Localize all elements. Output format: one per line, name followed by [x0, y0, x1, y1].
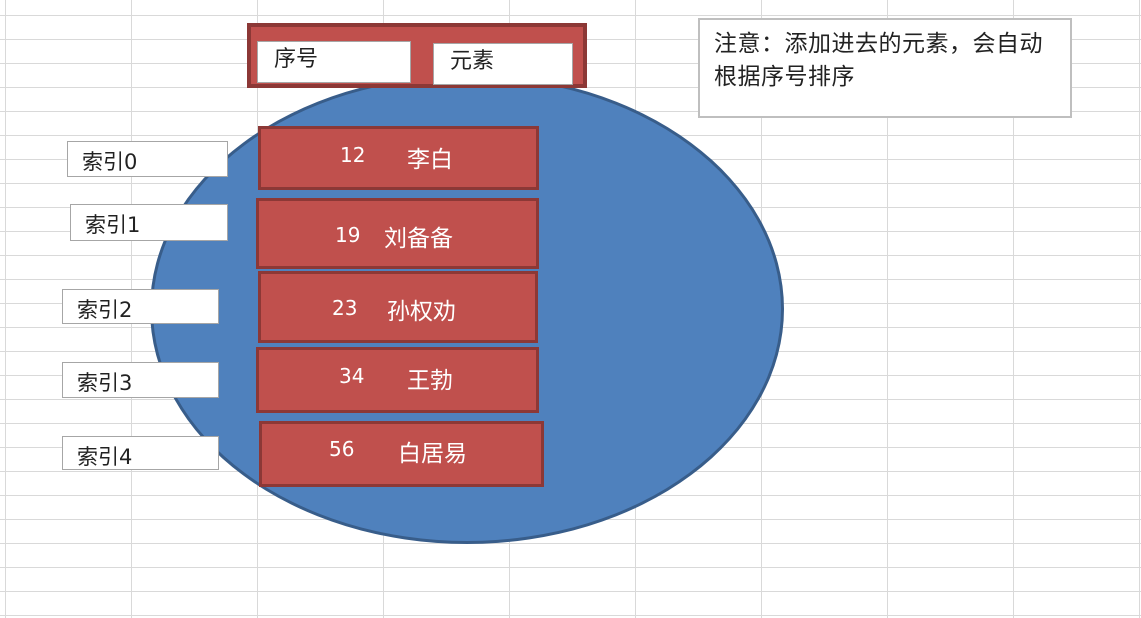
element-row-1: 19 刘备备 — [256, 198, 539, 269]
row-number: 34 — [339, 364, 365, 388]
header-bar: 序号 元素 — [247, 23, 587, 88]
header-seq-field: 序号 — [257, 41, 411, 83]
row-name: 李白 — [407, 147, 453, 173]
row-name: 孙权劝 — [387, 299, 456, 325]
row-name: 刘备备 — [384, 226, 453, 252]
element-row-4: 56 白居易 — [259, 421, 544, 487]
index-label-3: 索引3 — [62, 362, 219, 398]
row-number: 56 — [329, 437, 355, 461]
header-element-field: 元素 — [433, 43, 573, 85]
index-label-1: 索引1 — [70, 204, 228, 241]
row-name: 白居易 — [398, 441, 467, 467]
element-row-3: 34 王勃 — [256, 347, 539, 413]
row-name: 王勃 — [407, 368, 453, 394]
index-label-4: 索引4 — [62, 436, 219, 470]
note-box: 注意：添加进去的元素，会自动根据序号排序 — [698, 18, 1072, 118]
row-number: 12 — [340, 143, 366, 167]
index-label-0: 索引0 — [67, 141, 228, 177]
element-row-0: 12 李白 — [258, 126, 539, 190]
row-number: 23 — [332, 296, 358, 320]
element-row-2: 23 孙权劝 — [258, 271, 538, 343]
index-label-2: 索引2 — [62, 289, 219, 324]
row-number: 19 — [335, 223, 361, 247]
